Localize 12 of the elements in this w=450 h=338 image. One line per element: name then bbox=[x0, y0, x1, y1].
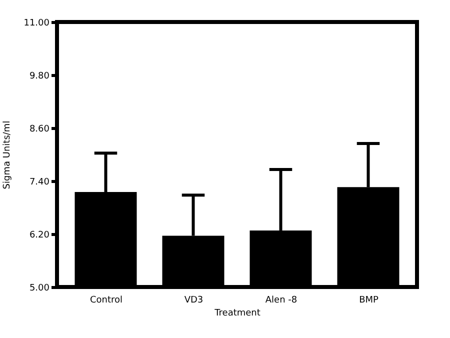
x-tick-label: BMP bbox=[359, 296, 379, 306]
y-tick-label: 11.00 bbox=[24, 18, 50, 28]
y-tick-label: 8.60 bbox=[29, 124, 50, 134]
x-axis-title: Treatment bbox=[214, 308, 261, 318]
x-tick-label: VD3 bbox=[184, 296, 204, 306]
y-axis-title: Sigma Units/ml bbox=[2, 120, 13, 190]
y-tick-label: 9.80 bbox=[29, 72, 50, 82]
y-tick-label: 5.00 bbox=[29, 284, 50, 294]
y-tick-label: 6.20 bbox=[29, 230, 50, 240]
x-tick-label: Control bbox=[90, 296, 123, 306]
y-tick-label: 7.40 bbox=[29, 178, 50, 188]
x-tick-label: Alen -8 bbox=[265, 296, 298, 306]
